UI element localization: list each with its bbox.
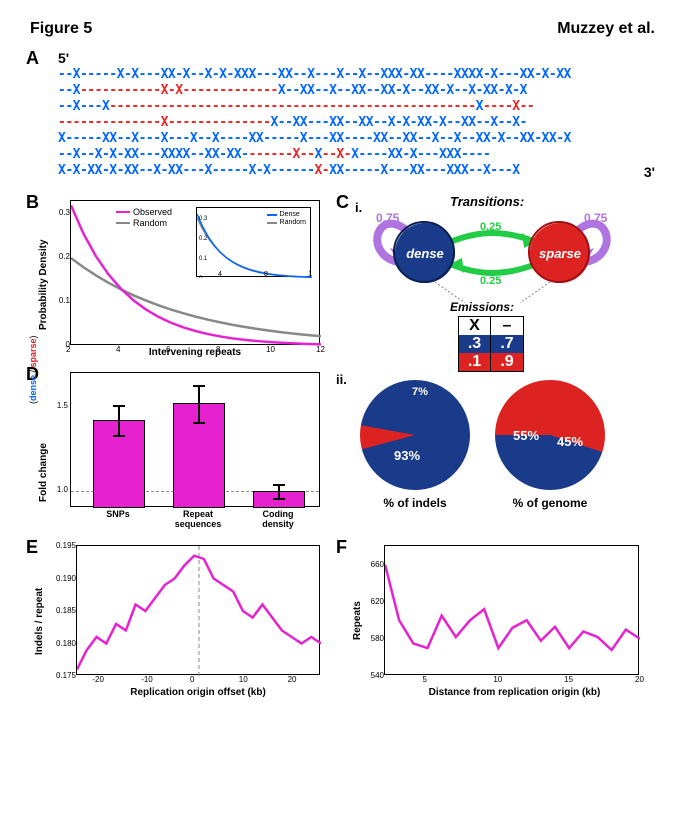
sequence-row: --X-----------X-X-------------X--XX--X--… [58,83,655,99]
panel-a-label: A [26,48,39,69]
svg-text:12: 12 [308,271,312,278]
svg-text:0.75: 0.75 [584,211,608,225]
three-prime: 3' [644,164,655,180]
svg-text:dense: dense [406,246,444,261]
svg-text:0.1: 0.1 [199,256,208,262]
svg-text:0.25: 0.25 [480,221,501,233]
panel-b-label: B [26,192,39,213]
panel-f-label: F [336,537,347,558]
svg-text:0: 0 [199,276,203,278]
panel-e-xlabel: Replication origin offset (kb) [76,687,320,698]
figure-number: Figure 5 [30,20,92,38]
figure-authors: Muzzey et al. [557,20,655,38]
sequence-row: --X-----X-X---XX-X--X-X-XXX---XX--X---X-… [58,67,655,83]
panel-b-legend: Observed Random [116,207,172,229]
panel-c-ii: ii. 7%93% % of indels 55%45% % of genome [340,372,645,531]
svg-text:0.25: 0.25 [480,275,501,287]
pie-genome: 55%45% [495,380,605,490]
sequence-row: --------------X--------------X--XX---XX-… [58,115,655,131]
svg-text:0.75: 0.75 [376,211,400,225]
figure: Figure 5 Muzzey et al. A 5' --X-----X-X-… [0,0,685,718]
pie-indels-label: % of indels [360,496,470,510]
panel-f: F Repeats 540580620660 5101520 Distance … [340,545,645,698]
emissions-table: X – .3 .7 .1 .9 [458,316,524,372]
panel-b-ylabel: Probability Density [38,239,49,330]
panel-e-label: E [26,537,38,558]
row-bc: B Probability Density Observed Random 48… [30,200,655,358]
emissions-label: Emissions: [450,300,514,314]
panel-b-inset-legend: Dense Random [267,211,306,227]
panel-f-chart [384,545,639,675]
sequence-row: --X---X---------------------------------… [58,99,655,115]
panel-b-xlabel: Intervening repeats [70,347,320,358]
svg-text:0.3: 0.3 [199,216,208,222]
svg-text:sparse: sparse [539,246,581,261]
panel-f-xlabel: Distance from replication origin (kb) [384,687,645,698]
sequence-row: --X--X-X-XX---XXXX--XX-XX-------X--X--X-… [58,147,655,163]
panel-d-ylabel: Fold change [38,443,49,502]
panel-b-chart: Observed Random 4 8 12 0 0.1 0.2 0.3 Dense Ran… [70,200,320,345]
svg-text:0.2: 0.2 [199,236,208,242]
panel-e: E Indels / repeat 0.1750.1800.1850.1900.… [30,545,320,698]
panel-c-ii-label: ii. [336,372,347,387]
panel-d-chart [70,372,320,507]
five-prime: 5' [58,50,69,66]
panel-c: C i. Transitions: dense sparse [340,200,645,358]
panel-a: A 5' --X-----X-X---XX-X--X-X-XXX---XX--X… [30,50,655,182]
sequence-rows: 5' --X-----X-X---XX-X--X-X-XXX---XX--X--… [58,50,655,182]
panel-e-chart [76,545,320,675]
row-d-cii: D Fold change (dense / sparse) SNPsRepea… [30,372,655,531]
pie-indels: 7%93% [360,380,470,490]
row-ef: E Indels / repeat 0.1750.1800.1850.1900.… [30,545,655,698]
sequence-row: X-----XX--X---X---X--X----XX-----X---XX-… [58,131,655,147]
pie-charts: 7%93% % of indels 55%45% % of genome [360,380,645,510]
panel-b: B Probability Density Observed Random 48… [30,200,320,358]
panel-d: D Fold change (dense / sparse) SNPsRepea… [30,372,320,531]
transitions-label: Transitions: [450,194,524,209]
svg-text:4: 4 [218,271,222,278]
svg-text:8: 8 [264,271,268,278]
panel-b-inset: 4 8 12 0 0.1 0.2 0.3 Dense Random [196,207,311,277]
figure-header: Figure 5 Muzzey et al. [30,20,655,38]
pie-genome-label: % of genome [495,496,605,510]
hmm-diagram: dense sparse 0.75 0.75 0.25 0.25 [340,208,645,308]
